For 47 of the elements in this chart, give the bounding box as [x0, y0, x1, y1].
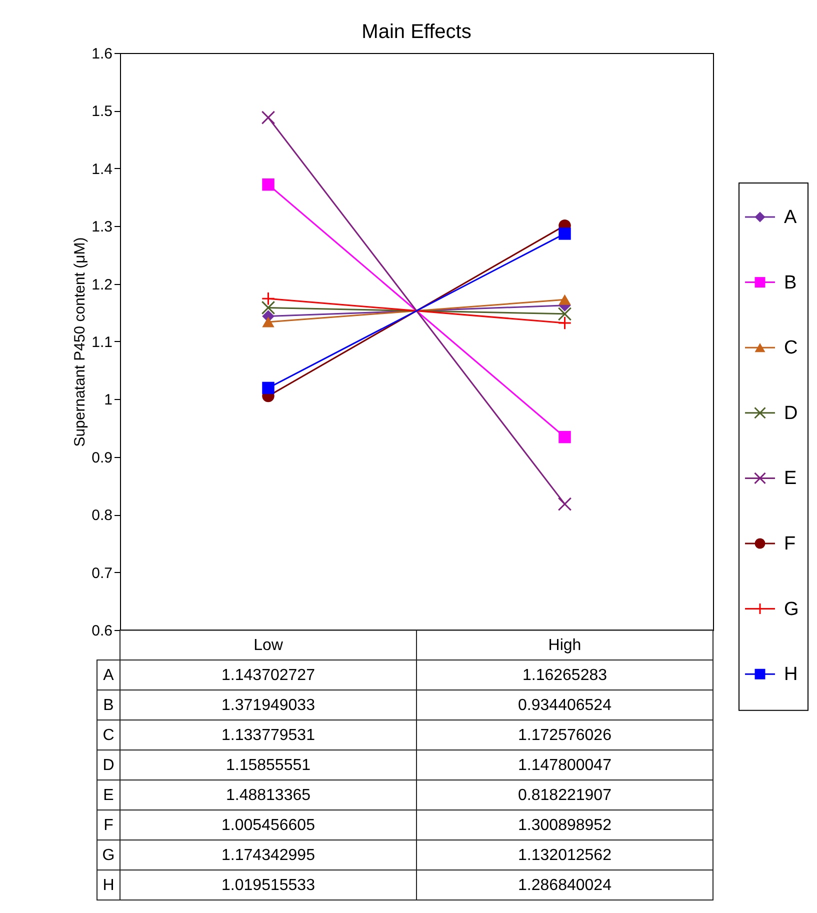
- y-tick-label: 1.4: [92, 160, 112, 178]
- data-label: 1.147800047: [518, 757, 612, 774]
- data-label: 1.132012562: [518, 847, 612, 864]
- legend-label: A: [784, 207, 797, 228]
- y-tick-label: 1.5: [92, 103, 112, 120]
- y-tick-label: 1.1: [92, 334, 112, 351]
- data-label: 1.15855551: [226, 757, 311, 774]
- data-label: 1.300898952: [518, 817, 612, 834]
- x-tick-label: Low: [254, 637, 284, 654]
- y-tick-label: 1.2: [92, 276, 112, 294]
- text: F: [104, 817, 114, 834]
- data-label: 1.005456605: [222, 817, 316, 834]
- legend-label: H: [784, 664, 798, 686]
- data-label: 1.019515533: [222, 877, 316, 894]
- data-label: 1.286840024: [518, 877, 612, 894]
- y-tick-label: 0.7: [92, 564, 112, 582]
- legend-label: F: [784, 534, 796, 554]
- text: C: [102, 727, 114, 744]
- data-label: 1.174342995: [222, 847, 316, 864]
- legend-label: D: [784, 402, 798, 424]
- text: A: [103, 667, 114, 684]
- x-tick-label: High: [548, 637, 582, 654]
- y-tick-label: 1.6: [92, 46, 112, 62]
- chart-title: Main Effects: [362, 21, 472, 43]
- y-tick-label: 0.8: [92, 507, 112, 524]
- text: H: [102, 877, 114, 894]
- text: D: [102, 757, 114, 774]
- data-label: 1.16265283: [522, 667, 608, 684]
- data-label: 1.143702727: [222, 667, 316, 684]
- text: G: [102, 847, 115, 864]
- data-label: 0.818221907: [518, 787, 612, 804]
- y-tick-label: 1: [104, 392, 112, 409]
- data-label: 1.48813365: [226, 787, 311, 804]
- data-label: 1.133779531: [222, 727, 316, 744]
- legend-label: E: [784, 468, 797, 490]
- y-tick-label: 0.9: [92, 449, 112, 466]
- y-axis-title: Supernatant P450 content (μM): [72, 237, 89, 447]
- text: E: [103, 787, 114, 804]
- data-label: 1.371949033: [222, 697, 316, 714]
- legend-label: B: [784, 272, 797, 294]
- text: B: [103, 697, 114, 714]
- legend-label: C: [784, 338, 798, 359]
- data-label: 1.172576026: [518, 727, 612, 744]
- y-tick-label: 0.6: [92, 622, 112, 640]
- data-label: 0.934406524: [518, 697, 612, 714]
- y-tick-label: 1.3: [92, 218, 112, 236]
- legend-label: G: [784, 598, 799, 620]
